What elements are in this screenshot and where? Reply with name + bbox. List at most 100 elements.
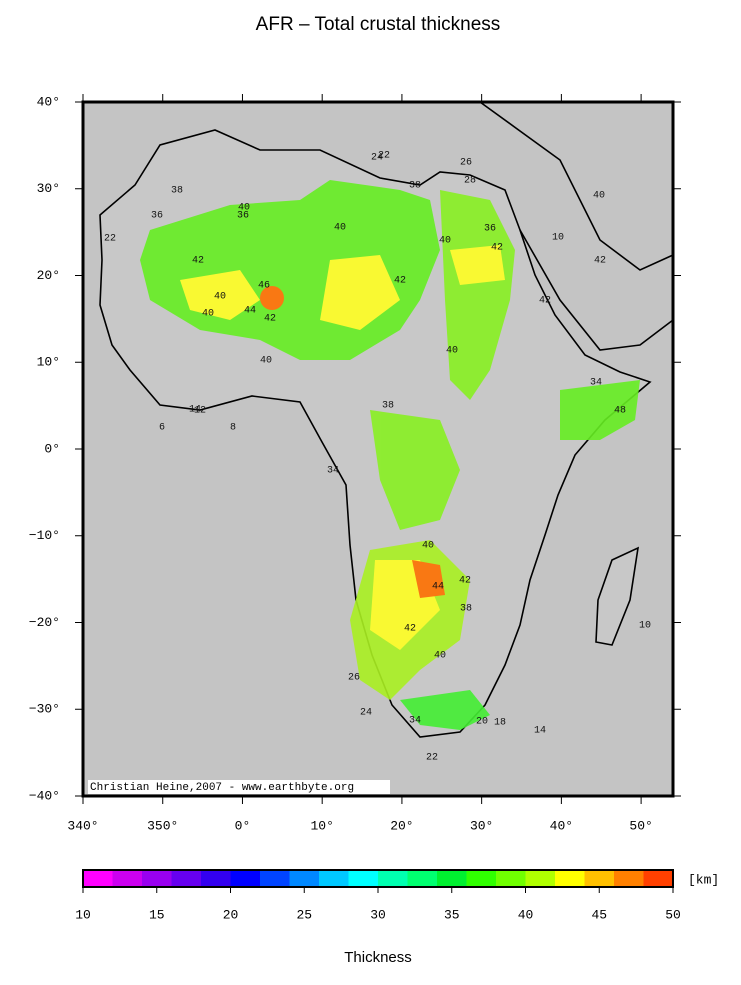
- colorbar-swatch: [201, 870, 231, 887]
- contour-label: 42: [459, 576, 471, 587]
- contour-label: 34: [409, 716, 421, 727]
- contour-label: 42: [491, 243, 503, 254]
- contour-label: 34: [590, 378, 602, 389]
- colorbar-swatch: [348, 870, 379, 887]
- lat-tick-label: 10°: [37, 355, 60, 370]
- contour-label: 6: [159, 423, 165, 434]
- colorbar-swatch: [289, 870, 320, 887]
- lat-tick-label: 0°: [44, 441, 60, 456]
- contour-label: 22: [104, 234, 116, 245]
- colorbar-swatch: [171, 870, 202, 887]
- colorbar-tick-label: 15: [149, 907, 165, 922]
- contour-label: 42: [264, 314, 276, 325]
- contour-label: 10: [639, 621, 651, 632]
- axis-ticks: 40° 30° 20° 10° 0° −10° −20° −30° −40° 340° 350° 0°…: [29, 94, 681, 833]
- colorbar-swatch: [496, 870, 526, 887]
- contour-label: 40: [434, 651, 446, 662]
- colorbar-tick-label: 45: [591, 907, 607, 922]
- contour-label: 46: [258, 281, 270, 292]
- contour-label: 40: [446, 346, 458, 357]
- colorbar: 10 15 20 25 30 35 40 45 50: [75, 869, 681, 922]
- colorbar-swatch: [142, 870, 172, 887]
- lon-tick-label: 40°: [550, 818, 573, 833]
- contour-label: 40: [422, 541, 434, 552]
- colorbar-swatch: [525, 870, 556, 887]
- contour-label: 40: [439, 236, 451, 247]
- colorbar-swatch: [643, 870, 674, 887]
- contour-label: 40: [202, 309, 214, 320]
- contour-label: 40: [334, 223, 346, 234]
- contour-label: 24: [371, 153, 383, 164]
- colorbar-swatch: [614, 870, 644, 887]
- lon-tick-label: 10°: [310, 818, 333, 833]
- colorbar-tick-label: 10: [75, 907, 91, 922]
- lon-tick-label: 0°: [235, 818, 251, 833]
- lon-tick-label: 20°: [390, 818, 413, 833]
- lat-tick-label: −40°: [29, 788, 60, 803]
- colorbar-label: Thickness: [344, 949, 412, 966]
- contour-label: 42: [192, 256, 204, 267]
- credit: Christian Heine,2007 - www.earthbyte.org: [90, 782, 354, 794]
- contour-label: 36: [237, 211, 249, 222]
- contour-label: 24: [360, 708, 372, 719]
- colorbar-tick-label: 25: [296, 907, 312, 922]
- lon-tick-label: 350°: [147, 818, 178, 833]
- contour-label: 40: [593, 191, 605, 202]
- colorbar-swatch: [378, 870, 408, 887]
- contour-label: 38: [171, 186, 183, 197]
- contour-label: 40: [238, 203, 250, 214]
- contour-label: 36: [151, 211, 163, 222]
- lon-tick-label: 50°: [629, 818, 652, 833]
- contour-label: 40: [214, 292, 226, 303]
- contour-label: 18: [494, 718, 506, 729]
- contour-label: 28: [464, 176, 476, 187]
- credit-box: [88, 780, 390, 794]
- lat-tick-label: 30°: [37, 181, 60, 196]
- contour-label: 36: [484, 224, 496, 235]
- colorbar-swatch: [407, 870, 438, 887]
- colorbar-swatch: [83, 870, 113, 887]
- contour-label: 42: [594, 256, 606, 267]
- lat-tick-label: −10°: [29, 528, 60, 543]
- lat-tick-label: −20°: [29, 615, 60, 630]
- contour-label: 8: [230, 423, 236, 434]
- colorbar-swatch: [555, 870, 585, 887]
- contour-label: 10: [552, 233, 564, 244]
- colorbar-tick-label: 50: [665, 907, 681, 922]
- lon-tick-label: 30°: [470, 818, 493, 833]
- contour-label: 38: [382, 401, 394, 412]
- contour-label: 40: [260, 356, 272, 367]
- colorbar-tick-label: 20: [223, 907, 239, 922]
- contour-label: 34: [327, 466, 339, 477]
- colorbar-tick-label: 40: [518, 907, 534, 922]
- colorbar-unit: [km]: [688, 872, 719, 887]
- colorbar-swatch: [260, 870, 290, 887]
- lat-tick-label: 40°: [37, 94, 60, 109]
- colorbar-swatch: [112, 870, 143, 887]
- contour-label: 48: [614, 406, 626, 417]
- contour-label: 26: [460, 158, 472, 169]
- contour-label: 20: [476, 717, 488, 728]
- contour-label: 42: [404, 624, 416, 635]
- colorbar-swatch: [319, 870, 349, 887]
- contour-label: 38: [409, 181, 421, 192]
- colorbar-swatch: [584, 870, 615, 887]
- contour-label: 42: [539, 296, 551, 307]
- contour-label: 44: [432, 582, 444, 593]
- title: AFR – Total crustal thickness: [256, 14, 501, 35]
- contour-label: 12: [194, 406, 206, 417]
- contour-label: 26: [348, 673, 360, 684]
- contour-label: 44: [244, 306, 256, 317]
- colorbar-swatch: [466, 870, 497, 887]
- colorbar-tick-label: 35: [444, 907, 460, 922]
- colorbar-swatch: [230, 870, 261, 887]
- lon-tick-label: 340°: [67, 818, 98, 833]
- contour-label: 14: [189, 405, 201, 416]
- contour-label: 42: [394, 276, 406, 287]
- lat-tick-label: −30°: [29, 702, 60, 717]
- contour-label: 22: [426, 753, 438, 764]
- colorbar-tick-label: 30: [370, 907, 386, 922]
- thickness-patches: [140, 180, 640, 730]
